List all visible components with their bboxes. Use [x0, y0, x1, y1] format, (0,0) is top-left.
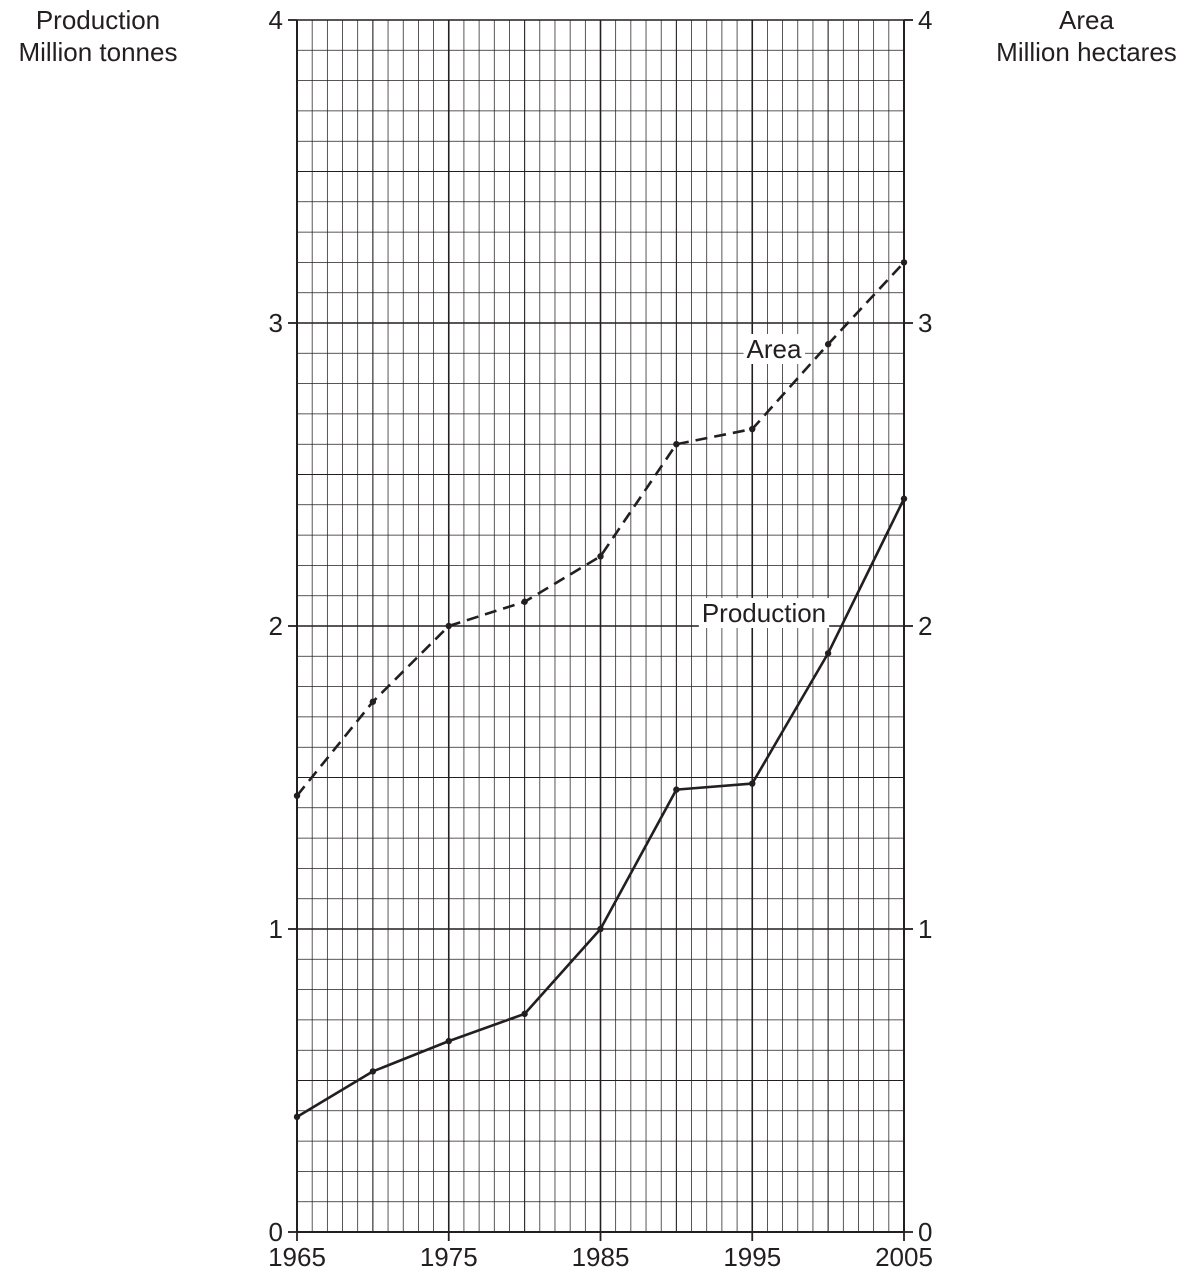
- production-point: [445, 1037, 452, 1045]
- right-y-tick-label: 1: [918, 914, 932, 944]
- production-point: [749, 780, 756, 787]
- area-point: [521, 598, 528, 605]
- area-point: [900, 259, 908, 266]
- production-point: [900, 495, 908, 502]
- axes: 0 0 1 1 2 2 3 3 4 4 1965 1975 1985 1995 2005: [268, 5, 933, 1272]
- area-point: [673, 441, 680, 448]
- right-y-tick-label: 4: [918, 5, 932, 35]
- left-axis-title-line-1: Production: [35, 5, 161, 35]
- x-tick-label: 2005: [875, 1242, 933, 1272]
- series-label-background: [698, 598, 830, 628]
- area-point: [749, 425, 756, 433]
- series-label-background: [743, 334, 805, 364]
- production-series-label: Production: [698, 598, 830, 628]
- left-axis-title: Production Million tonnes: [0, 4, 196, 68]
- series-label-text: Area: [747, 334, 802, 364]
- production-point: [521, 1010, 528, 1018]
- left-y-tick-label: 0: [269, 1217, 283, 1247]
- right-axis-title-line-2: Million hectares: [996, 37, 1177, 67]
- series-label-text: Production: [702, 598, 826, 628]
- right-axis-title: Area Million hectares: [975, 4, 1198, 68]
- series-labels: Area Production: [698, 334, 830, 628]
- area-point: [293, 792, 301, 799]
- production-point: [293, 1113, 301, 1121]
- area-point: [369, 698, 377, 705]
- left-y-tick-label: 2: [269, 611, 283, 641]
- production-point: [369, 1068, 377, 1075]
- right-axis-title-line-1: Area: [1059, 5, 1114, 35]
- area-point: [597, 553, 604, 560]
- x-tick-label: 1965: [268, 1242, 326, 1272]
- area-point: [824, 341, 832, 348]
- area-line: [295, 261, 905, 797]
- production-point: [597, 925, 604, 933]
- right-y-tick-label: 3: [918, 308, 932, 338]
- x-tick-label: 1995: [723, 1242, 781, 1272]
- x-tick-label: 1985: [572, 1242, 630, 1272]
- left-axis-title-line-2: Million tonnes: [18, 37, 178, 67]
- right-y-tick-label: 0: [918, 1217, 932, 1247]
- right-y-tick-label: 2: [918, 611, 932, 641]
- x-tick-label: 1975: [420, 1242, 478, 1272]
- production-point: [673, 786, 680, 793]
- left-y-tick-label: 4: [269, 5, 283, 35]
- area-point: [445, 622, 452, 630]
- left-y-tick-label: 1: [269, 914, 283, 944]
- area-series-label: Area: [743, 334, 805, 364]
- series-layer: [293, 259, 908, 1121]
- left-y-tick-label: 3: [269, 308, 283, 338]
- production-point: [824, 650, 832, 657]
